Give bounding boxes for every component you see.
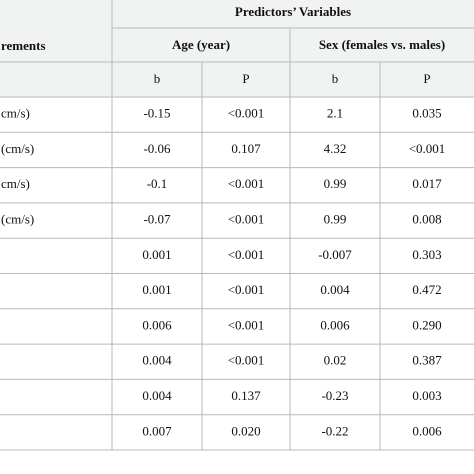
cell: 0.02 <box>324 353 347 368</box>
cell: 0.387 <box>412 353 442 368</box>
cell: -0.007 <box>318 247 352 262</box>
cell: <0.001 <box>228 106 265 121</box>
row-label: cm/s) <box>1 176 30 191</box>
cell: 0.017 <box>412 176 442 191</box>
cell: 0.004 <box>320 282 350 297</box>
cell: <0.001 <box>409 141 446 156</box>
header-background <box>0 0 474 97</box>
cell: <0.001 <box>228 317 265 332</box>
cell: 0.004 <box>142 388 172 403</box>
cell: 0.006 <box>320 317 350 332</box>
cell: 0.006 <box>142 317 172 332</box>
cell: <0.001 <box>228 353 265 368</box>
cell: 0.008 <box>412 212 441 227</box>
cell: 0.99 <box>324 176 347 191</box>
cell: -0.06 <box>143 141 171 156</box>
cell: 0.004 <box>142 353 172 368</box>
cell: -0.1 <box>147 176 168 191</box>
cell: 0.007 <box>142 423 172 438</box>
cell: 0.137 <box>231 388 261 403</box>
row-label: (cm/s) <box>1 141 34 156</box>
row-label-header: rements <box>1 38 46 53</box>
cell: 0.003 <box>412 388 441 403</box>
cell: -0.15 <box>143 106 170 121</box>
cell: 0.290 <box>412 317 441 332</box>
stat-header: P <box>242 71 249 86</box>
row-label: (cm/s) <box>1 212 34 227</box>
cell: <0.001 <box>228 176 265 191</box>
cell: -0.07 <box>143 212 171 227</box>
cell: 2.1 <box>327 106 343 121</box>
group-title: Predictors’ Variables <box>235 4 351 19</box>
cell: 0.020 <box>231 423 260 438</box>
cell: 0.035 <box>412 106 441 121</box>
cell: 0.99 <box>324 212 347 227</box>
cell: 0.001 <box>142 282 171 297</box>
subgroup-title: Sex (females vs. males) <box>319 37 445 52</box>
stat-header: b <box>154 71 161 86</box>
cell: -0.23 <box>321 388 348 403</box>
cell: <0.001 <box>228 247 265 262</box>
cell: 0.303 <box>412 247 441 262</box>
cell: 0.001 <box>142 247 171 262</box>
cell: 0.006 <box>412 423 442 438</box>
row-label: cm/s) <box>1 106 30 121</box>
stat-header: b <box>332 71 339 86</box>
cell: <0.001 <box>228 282 265 297</box>
cell: <0.001 <box>228 212 265 227</box>
cell: 0.107 <box>231 141 261 156</box>
cell: 0.472 <box>412 282 441 297</box>
cell: -0.22 <box>321 423 348 438</box>
stat-header: P <box>423 71 430 86</box>
cell: 4.32 <box>324 141 347 156</box>
subgroup-title: Age (year) <box>172 37 230 52</box>
